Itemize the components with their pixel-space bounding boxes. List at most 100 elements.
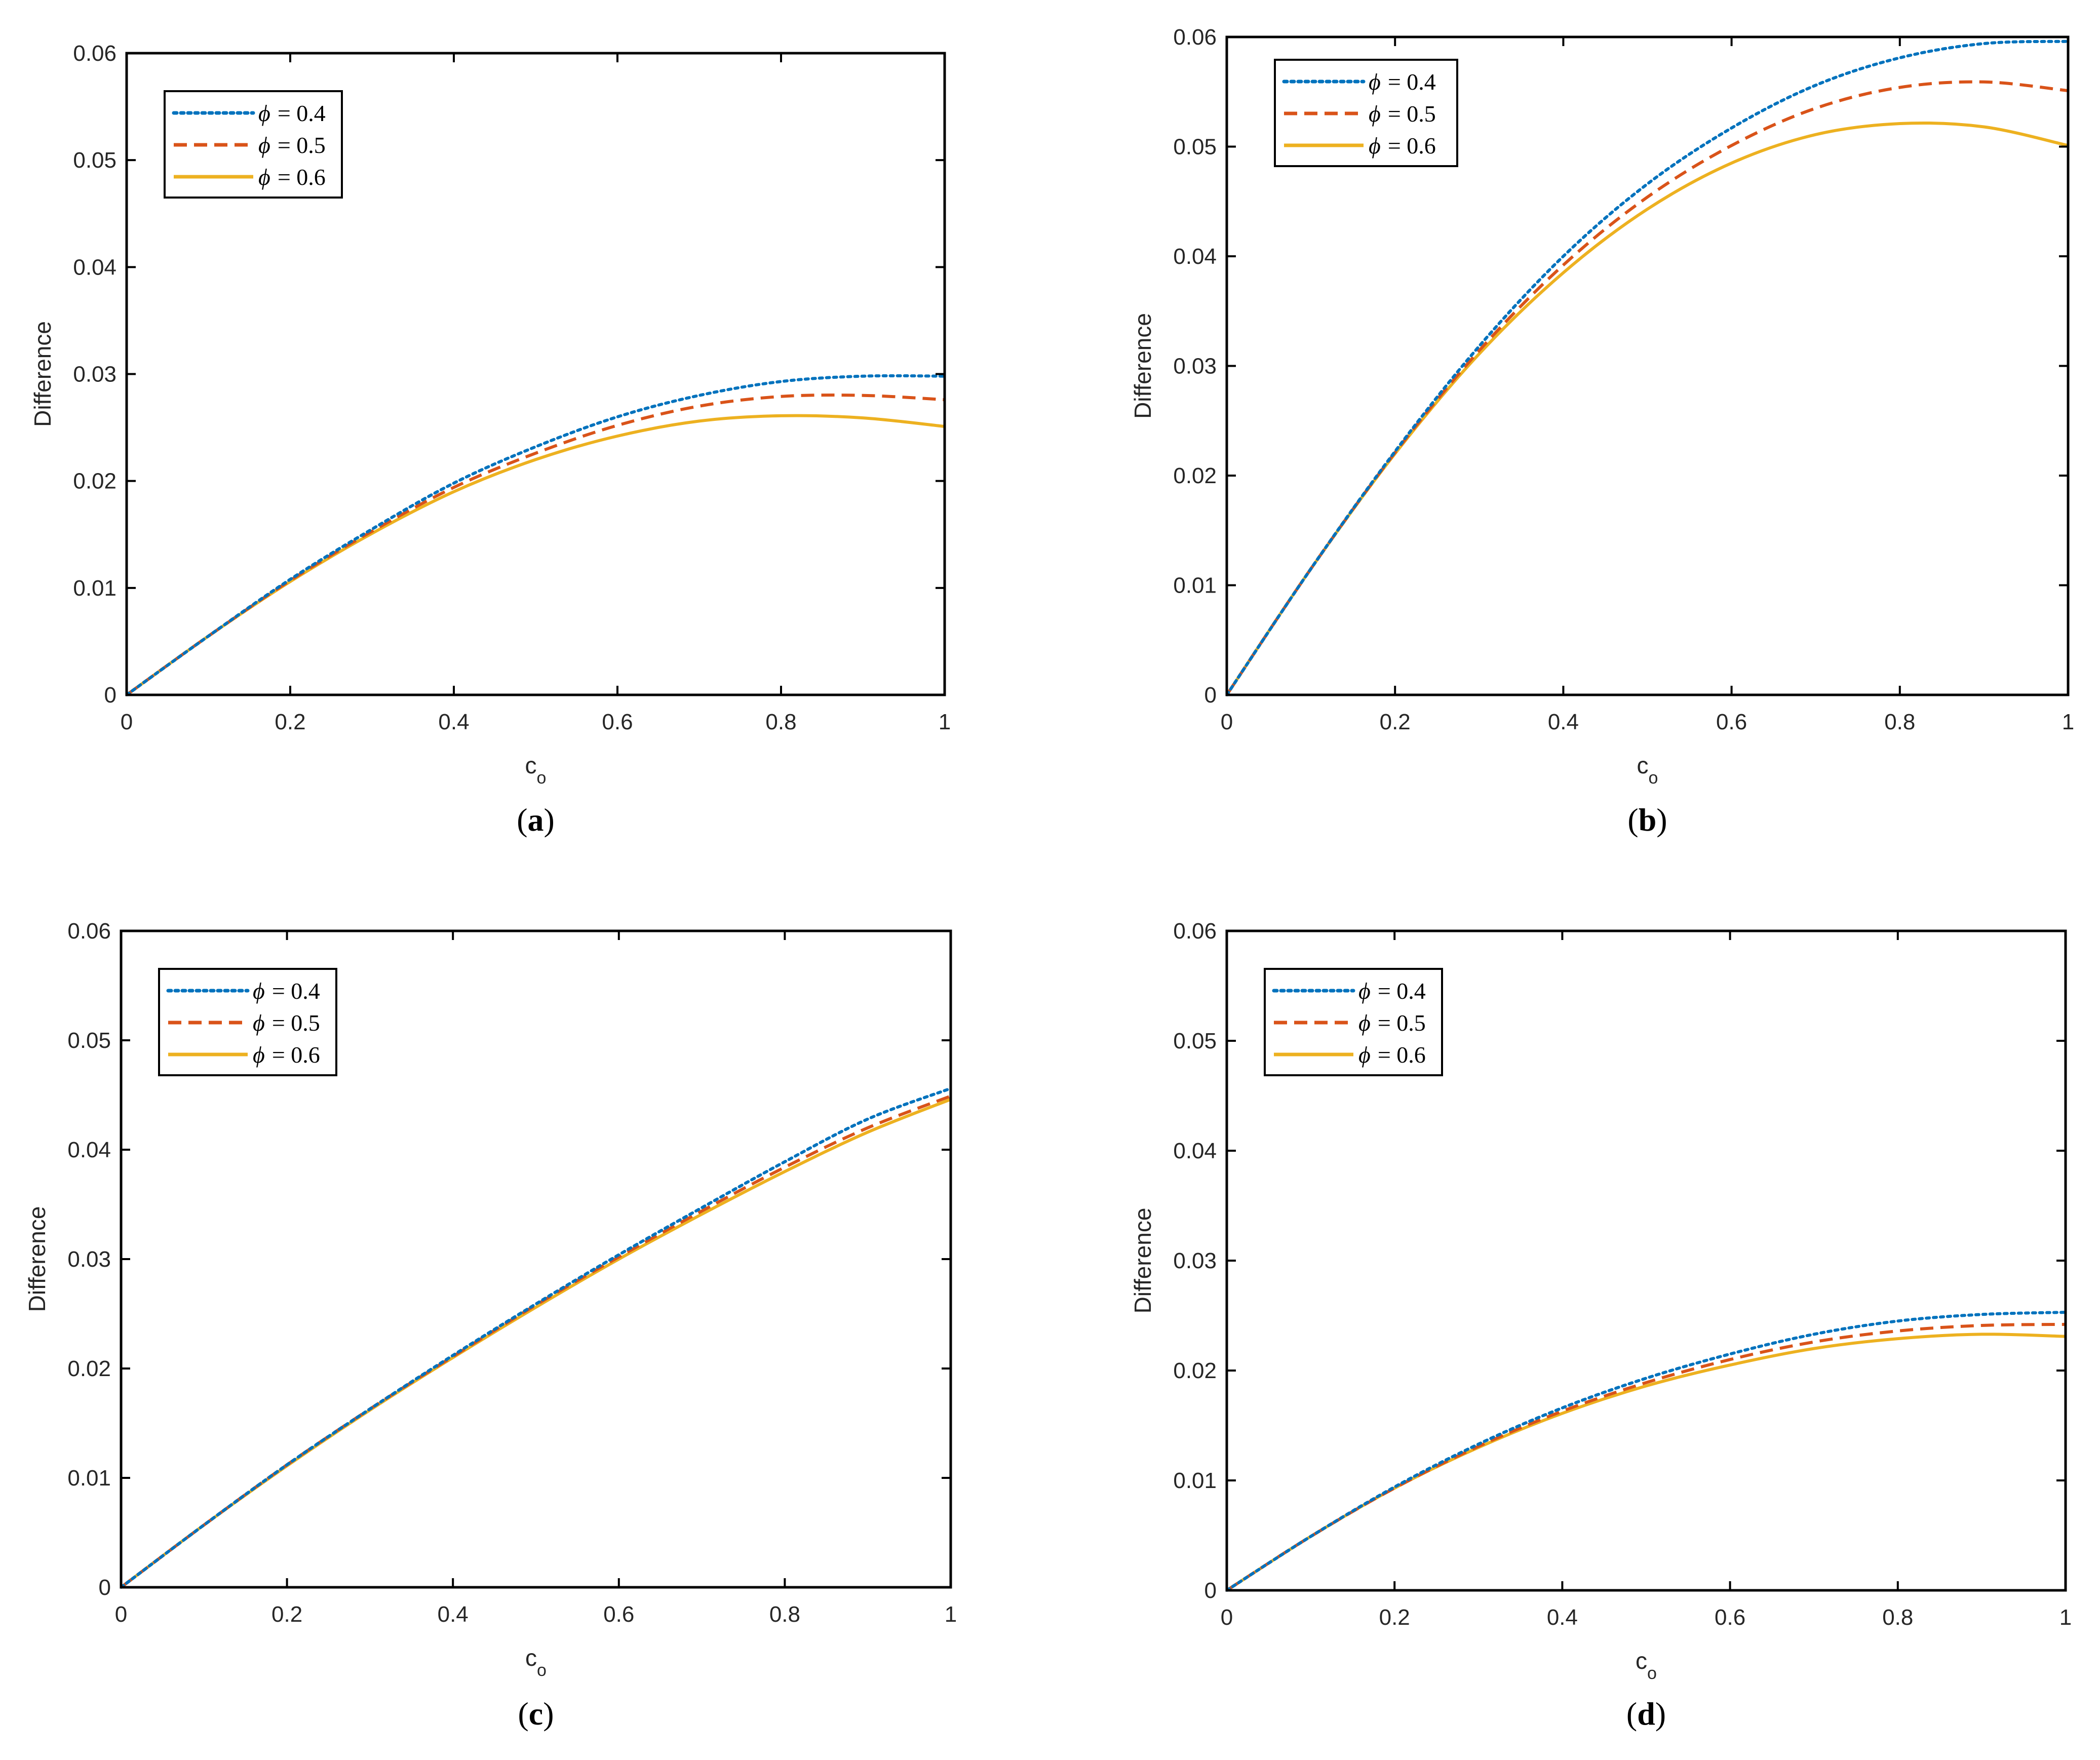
y-tick-label: 0.01: [1173, 573, 1217, 598]
legend-entry: ϕ = 0.5: [258, 132, 326, 158]
x-tick-label: 0: [121, 710, 133, 734]
panel-caption: (b): [1627, 802, 1667, 838]
x-tick-label: 0.8: [1882, 1605, 1913, 1630]
y-tick-label: 0.06: [73, 41, 116, 66]
x-tick-label: 0.2: [271, 1602, 302, 1627]
x-tick-label: 0.6: [603, 1602, 634, 1627]
series-line-phi-0-4-panel-b: [1227, 40, 2068, 696]
x-tick-label: 1: [945, 1602, 957, 1627]
legend-entry: ϕ = 0.6: [1369, 133, 1436, 159]
x-axis-label: co: [525, 752, 547, 788]
x-tick-label: 1: [2059, 1605, 2072, 1630]
legend-entry: ϕ = 0.4: [253, 978, 320, 1004]
x-axis-label: co: [1637, 752, 1658, 788]
y-tick-label: 0.04: [67, 1138, 111, 1162]
x-axis-label: co: [525, 1645, 547, 1680]
x-tick-label: 0.8: [1884, 710, 1915, 734]
series-line-phi-0-6-panel-a: [127, 414, 945, 696]
x-tick-label: 0.8: [765, 710, 796, 734]
y-tick-label: 0.06: [1173, 919, 1217, 944]
x-axis-label: co: [1636, 1648, 1657, 1683]
x-tick-label: 0: [1221, 1605, 1233, 1630]
y-tick-label: 0: [104, 683, 116, 708]
x-tick-label: 1: [2062, 710, 2074, 734]
x-tick-label: 0.6: [1716, 710, 1747, 734]
x-tick-label: 0.2: [275, 710, 305, 734]
legend: ϕ = 0.4 ϕ = 0.5 ϕ = 0.6: [164, 90, 343, 199]
legend: ϕ = 0.4 ϕ = 0.5 ϕ = 0.6: [1264, 968, 1443, 1076]
series-line-phi-0-5-panel-d: [1227, 1322, 2066, 1592]
legend: ϕ = 0.4 ϕ = 0.5 ϕ = 0.6: [158, 968, 337, 1076]
series-line-phi-0-6-panel-c: [121, 1098, 951, 1589]
y-tick-label: 0.03: [67, 1247, 111, 1272]
y-tick-label: 0.04: [73, 255, 116, 280]
series-lines: [1227, 1311, 2066, 1592]
legend-entry: ϕ = 0.4: [1358, 978, 1426, 1004]
series-line-phi-0-5-panel-a: [127, 394, 945, 696]
series-lines: [127, 374, 945, 696]
chart-panel-c: 0 0.2 0.4 0.6 0.8 1 0 0.01 0.02 0.03 0.04 0.05 0.06 c…: [24, 919, 957, 1732]
series-line-phi-0-6-panel-b: [1227, 121, 2068, 696]
legend-entry: ϕ = 0.6: [1358, 1042, 1426, 1068]
y-axis-label: Difference: [1130, 1208, 1156, 1314]
y-tick-label: 0.04: [1173, 1139, 1217, 1163]
series-line-phi-0-4-panel-d: [1227, 1311, 2066, 1592]
y-tick-label: 0.05: [1173, 135, 1217, 160]
y-axis-label: Difference: [1130, 313, 1156, 419]
x-tick-label: 0.2: [1380, 710, 1411, 734]
legend-entry: ϕ = 0.5: [1369, 101, 1436, 127]
legend-entry: ϕ = 0.6: [258, 164, 326, 190]
y-tick-label: 0.02: [1173, 1358, 1217, 1383]
y-tick-label: 0.04: [1173, 244, 1217, 269]
x-tick-label: 0.6: [602, 710, 633, 734]
series-line-phi-0-4-panel-c: [121, 1087, 951, 1589]
panel-caption: (d): [1626, 1696, 1666, 1732]
series-lines: [121, 1087, 951, 1589]
x-tick-label: 0.4: [1548, 710, 1579, 734]
panel-caption: (c): [518, 1696, 554, 1732]
y-axis-label: Difference: [29, 321, 56, 427]
y-axis-label: Difference: [24, 1206, 50, 1312]
legend-entry: ϕ = 0.5: [1358, 1010, 1426, 1036]
legend-box: [164, 90, 343, 199]
x-tick-label: 0.8: [769, 1602, 800, 1627]
y-tick-label: 0.03: [1173, 354, 1217, 379]
x-tick-label: 0: [1221, 710, 1233, 734]
x-tick-label: 0: [115, 1602, 127, 1627]
x-tick-label: 0.4: [1547, 1605, 1578, 1630]
y-tick-label: 0.05: [73, 148, 116, 173]
series-line-phi-0-6-panel-d: [1227, 1333, 2066, 1592]
x-tick-label: 0.2: [1379, 1605, 1410, 1630]
y-tick-label: 0.05: [67, 1028, 111, 1053]
series-line-phi-0-5-panel-c: [121, 1094, 951, 1589]
x-tick-label: 0.4: [438, 710, 469, 734]
legend-entry: ϕ = 0.6: [253, 1042, 320, 1068]
legend-entry: ϕ = 0.4: [258, 100, 326, 126]
y-tick-label: 0.01: [67, 1466, 111, 1491]
y-tick-label: 0.02: [73, 469, 116, 494]
series-line-phi-0-5-panel-b: [1227, 80, 2068, 696]
legend-entry: ϕ = 0.4: [1369, 69, 1436, 95]
y-tick-label: 0.03: [1173, 1248, 1217, 1273]
y-tick-label: 0: [1204, 683, 1217, 708]
x-tick-label: 0.4: [438, 1602, 469, 1627]
legend: ϕ = 0.4 ϕ = 0.5 ϕ = 0.6: [1274, 59, 1458, 167]
y-tick-label: 0: [99, 1575, 111, 1600]
panel-caption: (a): [517, 802, 555, 838]
chart-panel-d: 0 0.2 0.4 0.6 0.8 1 0 0.01 0.02 0.03 0.04 0.05 0.06 c…: [1130, 919, 2072, 1732]
series-lines: [1227, 40, 2068, 696]
y-tick-label: 0.06: [67, 919, 111, 944]
y-tick-label: 0.01: [1173, 1468, 1217, 1493]
y-tick-label: 0: [1204, 1578, 1217, 1603]
y-tick-label: 0.01: [73, 576, 116, 601]
y-tick-label: 0.02: [1173, 463, 1217, 488]
legend-entry: ϕ = 0.5: [253, 1010, 320, 1036]
x-tick-label: 1: [939, 710, 951, 734]
series-line-phi-0-4-panel-a: [127, 374, 945, 696]
y-tick-label: 0.06: [1173, 25, 1217, 50]
x-tick-label: 0.6: [1715, 1605, 1745, 1630]
chart-panel-b: 0 0.2 0.4 0.6 0.8 1 0 0.01 0.02 0.03 0.04 0.05 0.06 c…: [1130, 25, 2074, 838]
y-tick-label: 0.05: [1173, 1029, 1217, 1053]
chart-panel-a: 0 0.2 0.4 0.6 0.8 1 0 0.01 0.02 0.03 0.04 0.05 0.06 c…: [29, 41, 951, 838]
